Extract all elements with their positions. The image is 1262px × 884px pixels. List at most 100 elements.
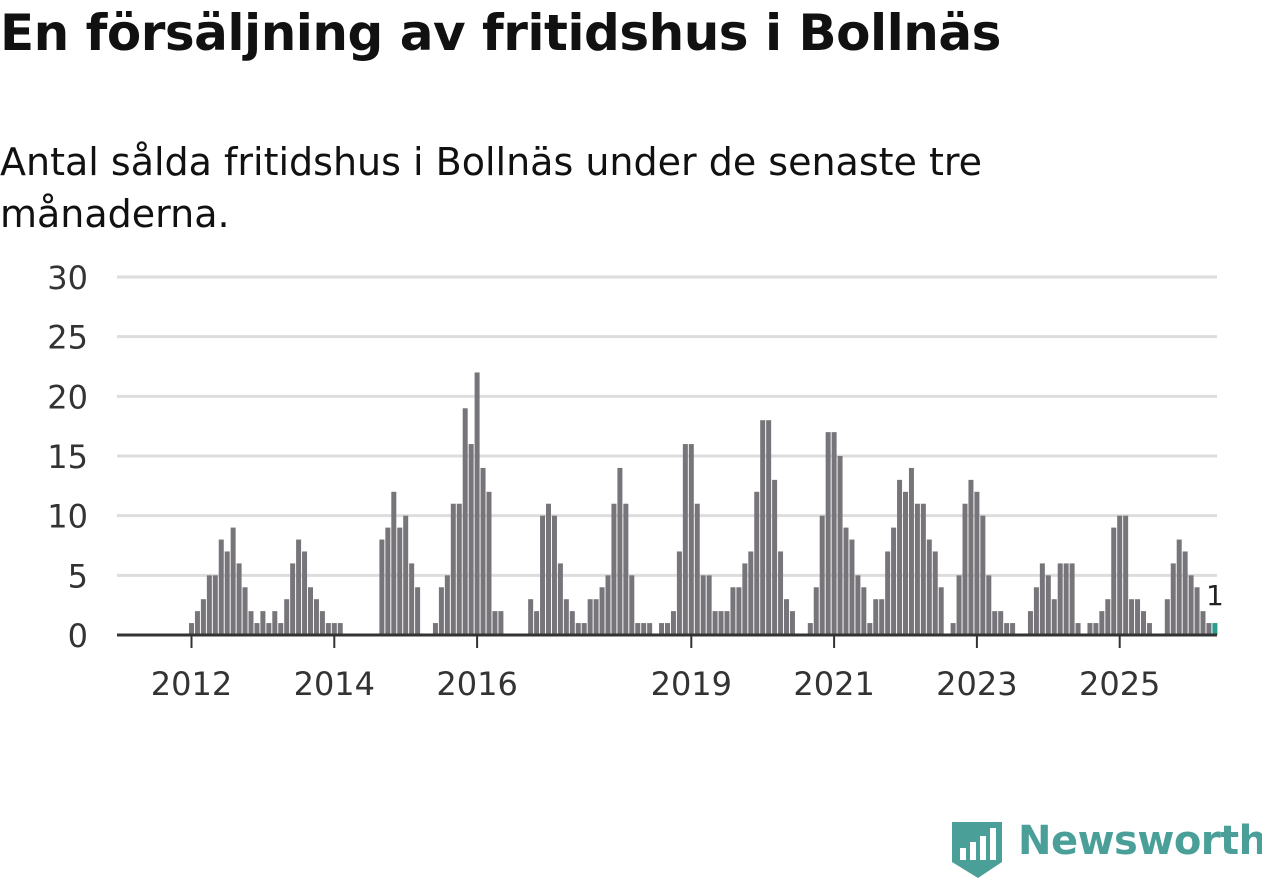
bar [1123,515,1129,635]
bar [998,611,1004,635]
bar [1170,563,1176,635]
bar [659,623,665,635]
x-tick-label: 2012 [151,665,232,703]
bar [551,515,557,635]
bar [629,575,635,635]
bar [409,563,415,635]
bar [474,372,480,635]
y-tick-label: 10 [47,498,88,536]
bar [676,551,682,635]
bar [819,515,825,635]
bar [974,491,980,635]
bar [897,479,903,635]
bar [1051,599,1057,635]
bar [403,515,409,635]
bar [1206,623,1212,635]
bar [1117,515,1123,635]
newsworthy-logo-icon [952,822,1002,878]
bar [748,551,754,635]
gridlines [117,275,1217,577]
x-tick-label: 2019 [651,665,732,703]
bar [1004,623,1010,635]
y-tick-label: 0 [68,617,88,655]
bar [1176,539,1182,635]
bar [438,587,444,635]
bar [313,599,319,635]
bar [319,611,325,635]
bar [635,623,641,635]
y-tick-label: 5 [68,557,88,595]
bar [218,539,224,635]
bar [754,491,760,635]
bar [688,444,694,635]
x-tick-label: 2021 [793,665,874,703]
x-tick-label: 2016 [436,665,517,703]
bar [772,479,778,635]
bar [623,503,629,635]
bar [867,623,873,635]
bar [831,432,837,635]
bar [730,587,736,635]
bar [308,587,313,635]
bar [450,503,456,635]
bar [605,575,611,635]
y-tick-label: 20 [47,378,88,416]
x-tick-label: 2014 [294,665,375,703]
bar [665,623,670,635]
brand-name: Newsworthy [1018,818,1262,864]
bar [272,611,278,635]
bar [647,623,653,635]
bar [432,623,438,635]
y-tick-label: 25 [47,319,88,357]
bar [861,587,867,635]
bar [1010,623,1016,635]
bar [813,587,819,635]
bar [587,599,593,635]
bar [742,563,748,635]
bar [415,587,421,635]
bar [1200,611,1206,635]
chart-title: En försäljning av fritidshus i Bollnäs [0,4,1001,62]
bar [230,527,236,635]
bar [891,527,897,635]
bar [1039,563,1045,635]
highlight-bar [1212,623,1218,635]
bar [1087,623,1093,635]
bar [1111,527,1117,635]
y-tick-label: 15 [47,438,88,476]
bar [1129,599,1135,635]
bar [206,575,212,635]
bar [194,611,200,635]
bar [914,503,920,635]
bar [1141,611,1146,635]
bar [617,467,623,635]
bar [212,575,218,635]
x-tick-label: 2023 [936,665,1017,703]
bar [641,623,647,635]
bar [611,503,617,635]
bar [1057,563,1063,635]
bar [837,456,843,635]
bar [778,551,784,635]
bar [1099,611,1105,635]
bar [224,551,230,635]
bar [736,587,742,635]
bars [189,372,1218,635]
bar [593,599,599,635]
bar [1027,611,1033,635]
newsworthy-logo[interactable]: Newsworthy [950,818,1262,880]
bar [694,503,700,635]
x-tick-label: 2025 [1079,665,1160,703]
bar [1069,563,1075,635]
bar [670,611,676,635]
bar [962,503,968,635]
bar [825,432,831,635]
bar [1075,623,1081,635]
bar [200,599,206,635]
bar [956,575,962,635]
bar [278,623,284,635]
bar [397,527,403,635]
bar [540,515,546,635]
bar [563,599,569,635]
